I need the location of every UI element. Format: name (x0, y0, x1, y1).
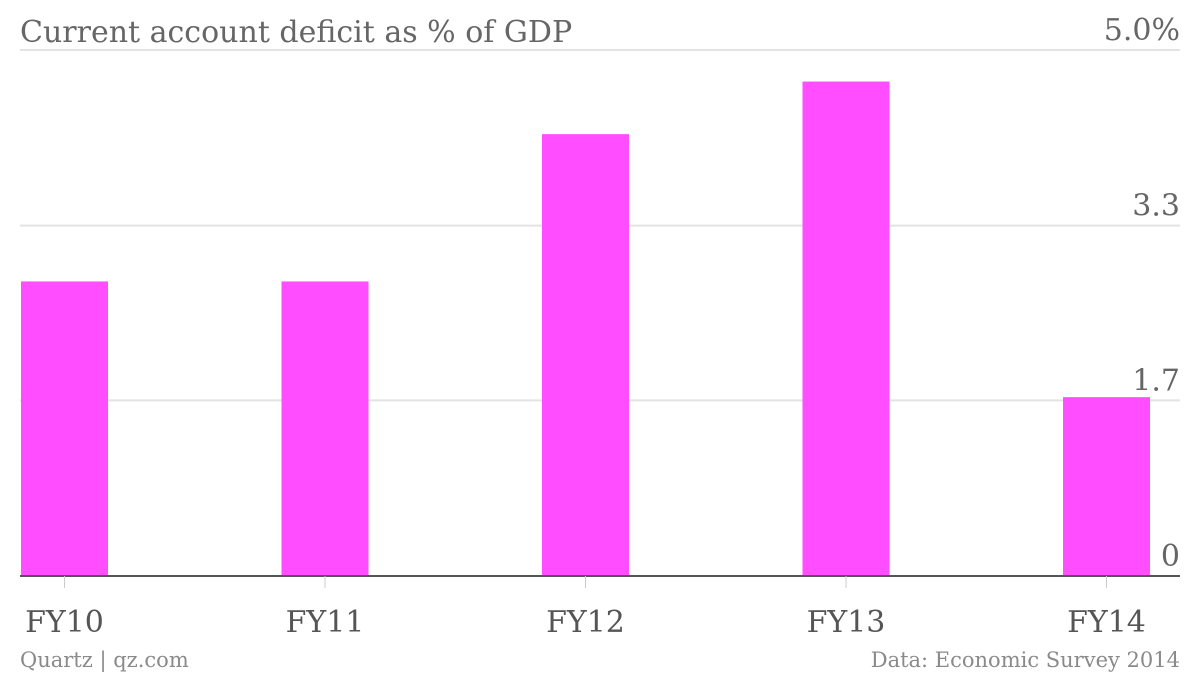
x-axis-ticks (64, 576, 1107, 588)
bar-fy11 (281, 281, 369, 576)
footer-credit: Quartz | qz.com (20, 648, 189, 673)
y-tick-label: 3.3 (1132, 189, 1180, 224)
y-tick-label: 5.0% (1104, 13, 1180, 48)
bar-fy13 (802, 81, 890, 576)
x-tick-label: FY10 (25, 605, 104, 640)
x-tick-label: FY13 (807, 605, 886, 640)
x-axis-tick-labels: FY10 FY11 FY12 FY13 FY14 (25, 605, 1146, 640)
x-tick-label: FY14 (1067, 605, 1146, 640)
x-tick-label: FY12 (546, 605, 625, 640)
chart-title: Current account deficit as % of GDP (20, 15, 572, 50)
bars (21, 81, 1150, 576)
bar-fy10 (21, 281, 108, 576)
footer-data-source: Data: Economic Survey 2014 (871, 648, 1180, 672)
bar-fy12 (542, 134, 629, 576)
y-axis-tick-labels: 0 1.7 3.3 5.0% (1104, 13, 1180, 574)
y-tick-label: 0 (1161, 539, 1180, 574)
bar-fy14 (1063, 397, 1150, 576)
x-tick-label: FY11 (286, 605, 365, 640)
y-tick-label: 1.7 (1132, 363, 1180, 398)
